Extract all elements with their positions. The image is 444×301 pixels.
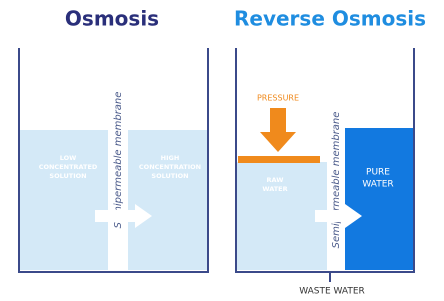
- label: CONCENTRATION: [139, 163, 201, 171]
- pressure-arrow: [260, 108, 296, 152]
- label: LOW: [60, 154, 77, 162]
- pressure-label: PRESSURE: [257, 94, 299, 103]
- diagram: Osmosis Semipermeable membrane LOW CONCE…: [0, 0, 444, 301]
- membrane-label: Semipermeable membrane: [331, 112, 342, 249]
- label: WATER: [362, 180, 393, 190]
- label: WATER: [262, 185, 287, 193]
- label: SOLUTION: [151, 172, 188, 180]
- panel-title: Osmosis: [65, 7, 159, 31]
- piston: [238, 156, 320, 163]
- panel-title: Reverse Osmosis: [234, 7, 426, 31]
- pure-water: [345, 128, 413, 270]
- label: RAW: [267, 176, 284, 184]
- label: CONCENTRATED: [39, 163, 98, 171]
- label: SOLUTION: [49, 172, 86, 180]
- label: HIGH: [161, 154, 180, 162]
- membrane-label: Semipermeable membrane: [113, 92, 124, 229]
- waste-label: WASTE WATER: [299, 287, 365, 297]
- label: PURE: [366, 168, 390, 178]
